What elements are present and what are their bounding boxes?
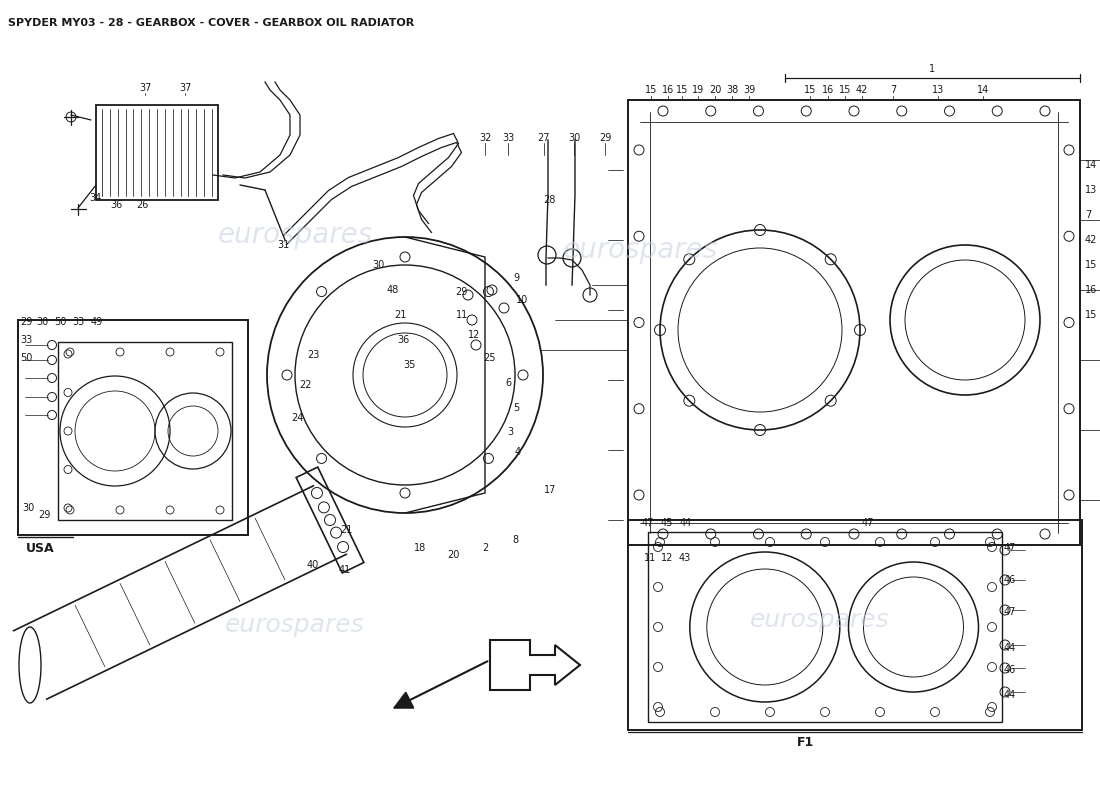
- Text: 24: 24: [290, 413, 304, 423]
- Text: 44: 44: [1004, 690, 1016, 700]
- Text: 21: 21: [394, 310, 406, 320]
- Text: 21: 21: [340, 525, 352, 535]
- Text: eurospares: eurospares: [562, 236, 717, 264]
- Text: 44: 44: [1004, 643, 1016, 653]
- Text: 4: 4: [515, 447, 521, 457]
- Text: eurospares: eurospares: [750, 608, 890, 632]
- Text: 22: 22: [299, 380, 312, 390]
- Text: eurospares: eurospares: [218, 221, 373, 249]
- Text: 5: 5: [513, 403, 519, 413]
- Text: 15: 15: [804, 85, 816, 95]
- Text: 9: 9: [513, 273, 519, 283]
- Text: 6: 6: [505, 378, 512, 388]
- Text: SPYDER MY03 - 28 - GEARBOX - COVER - GEARBOX OIL RADIATOR: SPYDER MY03 - 28 - GEARBOX - COVER - GEA…: [8, 18, 415, 28]
- Text: 29: 29: [20, 317, 32, 327]
- Text: 30: 30: [372, 260, 384, 270]
- Text: 50: 50: [54, 317, 66, 327]
- Text: 7: 7: [890, 85, 896, 95]
- Text: 30: 30: [568, 133, 580, 143]
- Text: 36: 36: [397, 335, 409, 345]
- Text: 42: 42: [856, 85, 868, 95]
- Text: 1: 1: [930, 64, 936, 74]
- Text: 17: 17: [543, 485, 557, 495]
- Text: USA: USA: [26, 542, 55, 554]
- Text: 30: 30: [22, 503, 34, 513]
- Text: 50: 50: [20, 353, 32, 363]
- Text: 14: 14: [1085, 160, 1098, 170]
- Text: 12: 12: [661, 553, 673, 563]
- Text: 41: 41: [339, 565, 351, 575]
- Text: 47: 47: [861, 518, 875, 528]
- Text: 45: 45: [661, 518, 673, 528]
- Text: 33: 33: [72, 317, 84, 327]
- Text: 35: 35: [403, 360, 415, 370]
- Text: 48: 48: [387, 285, 399, 295]
- Text: 40: 40: [307, 560, 319, 570]
- Text: 38: 38: [726, 85, 738, 95]
- Text: 8: 8: [512, 535, 518, 545]
- Text: 29: 29: [454, 287, 467, 297]
- Text: 14: 14: [977, 85, 989, 95]
- Text: 47: 47: [1004, 607, 1016, 617]
- Text: 33: 33: [20, 335, 32, 345]
- Text: 34: 34: [89, 193, 101, 203]
- Text: 42: 42: [1085, 235, 1098, 245]
- Text: 15: 15: [1085, 260, 1098, 270]
- Text: 13: 13: [932, 85, 944, 95]
- Text: 47: 47: [641, 518, 654, 528]
- Text: 12: 12: [468, 330, 481, 340]
- Text: 27: 27: [538, 133, 550, 143]
- Text: 33: 33: [502, 133, 514, 143]
- Text: 37: 37: [179, 83, 191, 93]
- Text: 15: 15: [675, 85, 689, 95]
- Text: 13: 13: [1085, 185, 1098, 195]
- Text: 15: 15: [645, 85, 657, 95]
- Text: 10: 10: [516, 295, 528, 305]
- Text: 36: 36: [110, 200, 122, 210]
- Text: 20: 20: [708, 85, 722, 95]
- Text: 15: 15: [1085, 310, 1098, 320]
- Text: 15: 15: [839, 85, 851, 95]
- Text: 19: 19: [692, 85, 704, 95]
- Text: 28: 28: [542, 195, 556, 205]
- Text: 29: 29: [37, 510, 51, 520]
- Text: 16: 16: [662, 85, 674, 95]
- Text: 20: 20: [447, 550, 459, 560]
- Text: 11: 11: [644, 553, 656, 563]
- Text: 46: 46: [1004, 665, 1016, 675]
- Text: 2: 2: [482, 543, 488, 553]
- Text: 31: 31: [277, 240, 289, 250]
- Text: 37: 37: [139, 83, 151, 93]
- Text: 39: 39: [742, 85, 755, 95]
- Text: 46: 46: [1004, 575, 1016, 585]
- Text: 32: 32: [478, 133, 492, 143]
- Text: 23: 23: [307, 350, 319, 360]
- Text: 18: 18: [414, 543, 426, 553]
- Text: 3: 3: [507, 427, 513, 437]
- Text: 43: 43: [679, 553, 691, 563]
- Text: 49: 49: [91, 317, 103, 327]
- Text: 25: 25: [484, 353, 496, 363]
- Text: 16: 16: [822, 85, 834, 95]
- Text: eurospares: eurospares: [226, 613, 365, 637]
- Text: 30: 30: [36, 317, 48, 327]
- Text: F1: F1: [796, 737, 814, 750]
- Text: 29: 29: [598, 133, 612, 143]
- Text: 7: 7: [1085, 210, 1091, 220]
- Text: 26: 26: [135, 200, 149, 210]
- Text: 47: 47: [1004, 543, 1016, 553]
- Text: 11: 11: [455, 310, 469, 320]
- Text: 44: 44: [680, 518, 692, 528]
- Text: 16: 16: [1085, 285, 1098, 295]
